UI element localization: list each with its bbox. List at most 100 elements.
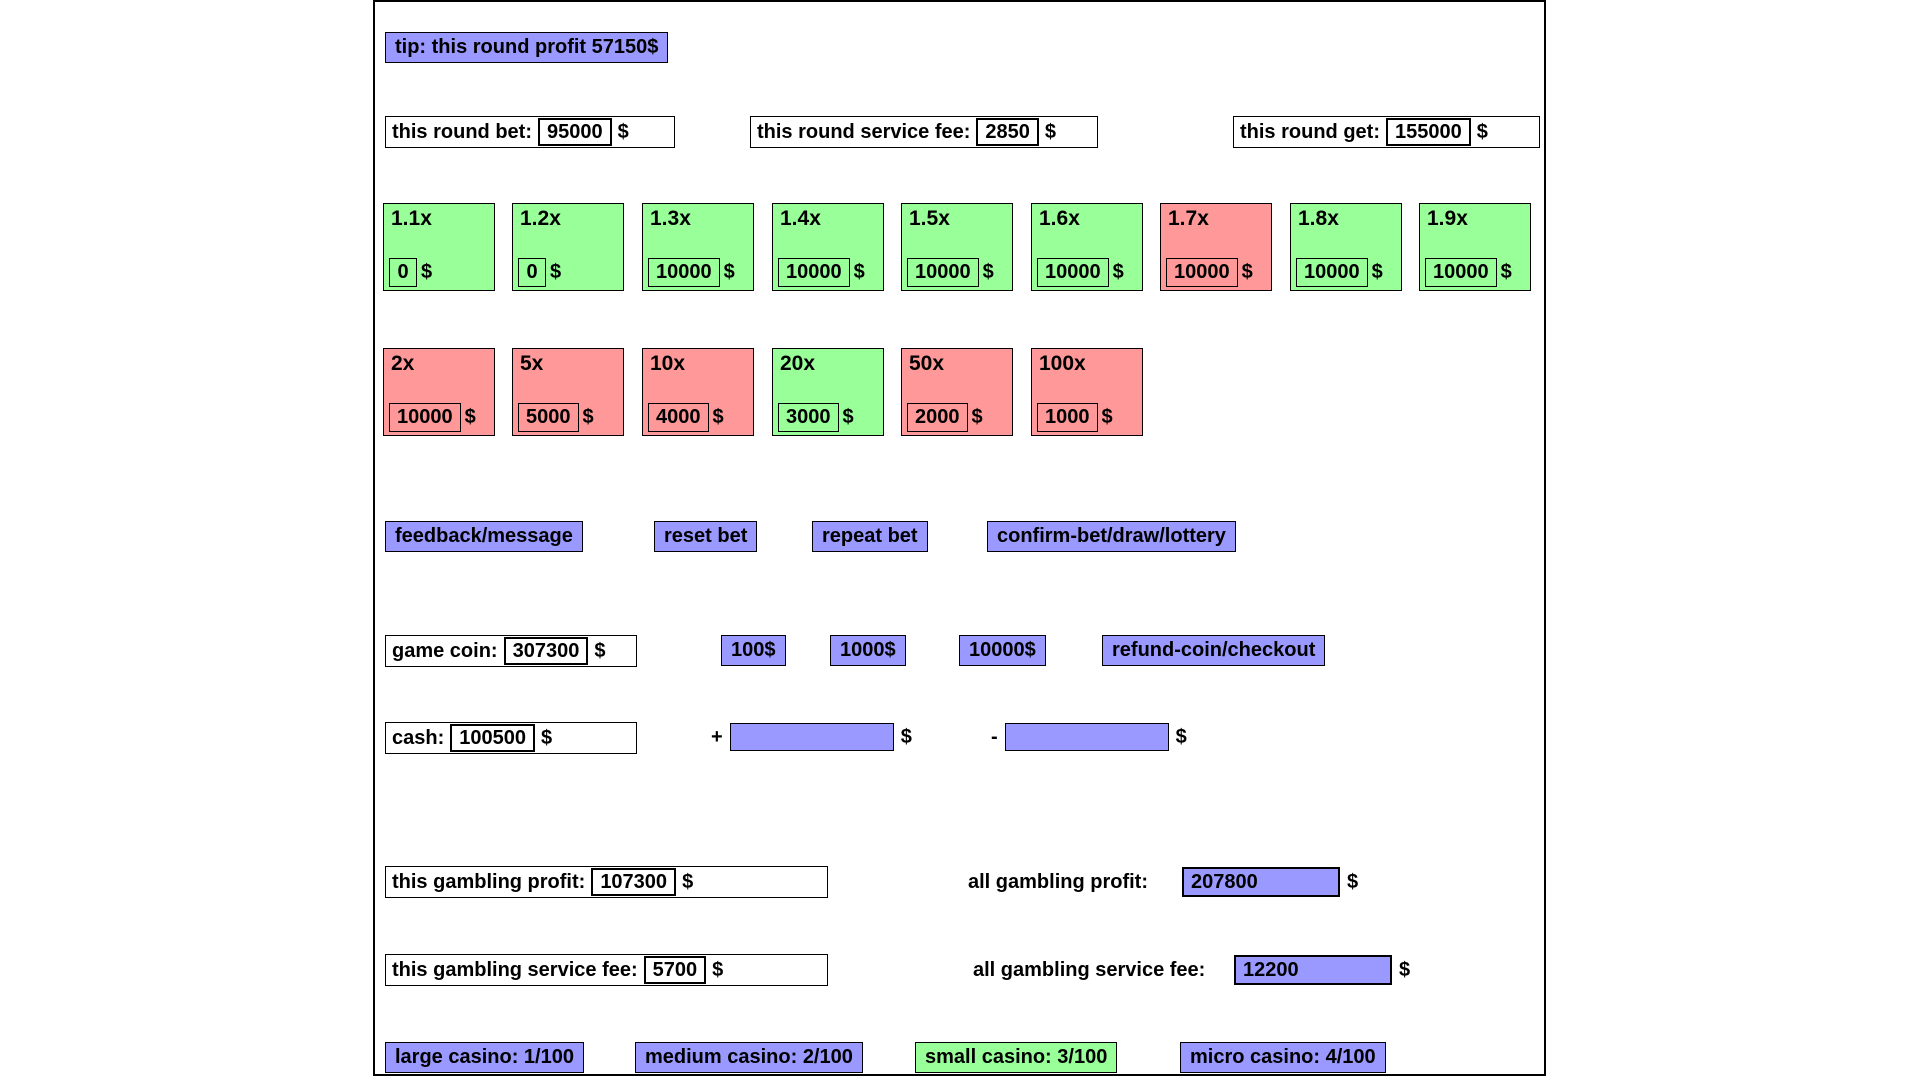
multiplier-label: 1.4x: [780, 207, 821, 230]
tip-banner: tip: this round profit 57150$: [385, 32, 669, 63]
multiplier-tile-20x[interactable]: 20x 3000 $: [772, 348, 884, 436]
round-bet-label: this round bet:: [392, 120, 532, 143]
dollar-sign: $: [842, 406, 854, 428]
reset-bet-button[interactable]: reset bet: [654, 521, 758, 552]
multiplier-bet-input[interactable]: 10000: [1425, 258, 1497, 287]
multiplier-tile-1-5x[interactable]: 1.5x 10000 $: [901, 203, 1013, 291]
multiplier-label: 1.2x: [520, 207, 561, 230]
multiplier-bet-input[interactable]: 10000: [778, 258, 850, 287]
round-service-fee-input[interactable]: 2850: [976, 118, 1039, 146]
dollar-sign: $: [1101, 406, 1113, 428]
this-gambling-profit-input[interactable]: 107300: [591, 868, 677, 896]
cash-box: cash: 100500 $: [385, 722, 637, 754]
multiplier-bet-input[interactable]: 10000: [1166, 258, 1238, 287]
multiplier-tile-1-6x[interactable]: 1.6x 10000 $: [1031, 203, 1143, 291]
dollar-sign: $: [1241, 261, 1253, 283]
dollar-sign: $: [617, 120, 629, 143]
multiplier-tile-1-3x[interactable]: 1.3x 10000 $: [642, 203, 754, 291]
dollar-sign: $: [421, 261, 433, 283]
multiplier-tile-1-7x[interactable]: 1.7x 10000 $: [1160, 203, 1272, 291]
multiplier-tile-1-1x[interactable]: 1.1x 0 $: [383, 203, 495, 291]
dollar-sign: $: [1044, 120, 1057, 143]
dollar-sign: $: [1500, 261, 1512, 283]
multiplier-label: 100x: [1039, 352, 1086, 375]
multiplier-tile-1-8x[interactable]: 1.8x 10000 $: [1290, 203, 1402, 291]
repeat-bet-button[interactable]: repeat bet: [812, 521, 928, 552]
multiplier-label: 1.1x: [391, 207, 432, 230]
multiplier-tile-5x[interactable]: 5x 5000 $: [512, 348, 624, 436]
dollar-sign: $: [550, 261, 562, 283]
repeat-bet-label: repeat bet: [822, 525, 918, 547]
multiplier-tile-50x[interactable]: 50x 2000 $: [901, 348, 1013, 436]
multiplier-bet-input[interactable]: 10000: [1037, 258, 1109, 287]
multiplier-bet-input[interactable]: 10000: [389, 403, 461, 432]
cash-minus-input[interactable]: [1004, 723, 1169, 751]
this-gambling-service-fee-box: this gambling service fee: 5700 $: [385, 954, 828, 986]
multiplier-label: 1.5x: [909, 207, 950, 230]
multiplier-bet-input[interactable]: 10000: [1296, 258, 1368, 287]
multiplier-tile-2x[interactable]: 2x 10000 $: [383, 348, 495, 436]
multiplier-bet-input[interactable]: 1000: [1037, 403, 1098, 432]
multiplier-label: 1.3x: [650, 207, 691, 230]
confirm-bet-draw-lottery-button[interactable]: confirm-bet/draw/lottery: [987, 521, 1236, 552]
multiplier-bet-input[interactable]: 4000: [648, 403, 709, 432]
cash-label: cash:: [392, 726, 445, 749]
dollar-sign: $: [582, 406, 594, 428]
refund-coin-checkout-button[interactable]: refund-coin/checkout: [1102, 635, 1326, 666]
add-coin-10000-button[interactable]: 10000$: [959, 635, 1046, 666]
micro-casino-button[interactable]: micro casino: 4/100: [1180, 1042, 1386, 1073]
dollar-sign: $: [900, 725, 912, 748]
game-coin-input[interactable]: 307300: [503, 637, 589, 665]
cash-minus-group: - $: [991, 723, 1187, 751]
all-gambling-profit-input[interactable]: 207800: [1182, 867, 1340, 897]
dollar-sign: $: [1347, 870, 1359, 893]
large-casino-button[interactable]: large casino: 1/100: [385, 1042, 584, 1073]
round-get-label: this round get:: [1240, 120, 1380, 143]
all-gambling-service-fee-input[interactable]: 12200: [1234, 955, 1392, 985]
dollar-sign: $: [971, 406, 983, 428]
multiplier-label: 1.8x: [1298, 207, 1339, 230]
round-bet-input[interactable]: 95000: [537, 118, 612, 146]
round-bet-box: this round bet: 95000 $: [385, 116, 675, 148]
multiplier-tile-1-4x[interactable]: 1.4x 10000 $: [772, 203, 884, 291]
cash-plus-input[interactable]: [729, 723, 894, 751]
reset-bet-label: reset bet: [664, 525, 748, 547]
medium-casino-button[interactable]: medium casino: 2/100: [635, 1042, 863, 1073]
dollar-sign: $: [982, 261, 994, 283]
feedback-message-button[interactable]: feedback/message: [385, 521, 583, 552]
multiplier-tile-10x[interactable]: 10x 4000 $: [642, 348, 754, 436]
cash-plus-group: + $: [711, 723, 912, 751]
large-casino-label: large casino: 1/100: [395, 1046, 574, 1068]
minus-sign: -: [991, 725, 998, 748]
refund-coin-checkout-label: refund-coin/checkout: [1112, 639, 1316, 661]
dollar-sign: $: [594, 639, 606, 662]
this-gambling-profit-label: this gambling profit:: [392, 870, 586, 893]
multiplier-bet-input[interactable]: 10000: [907, 258, 979, 287]
dollar-sign: $: [712, 406, 724, 428]
multiplier-bet-input[interactable]: 10000: [648, 258, 720, 287]
add-coin-100-button[interactable]: 100$: [721, 635, 786, 666]
tip-text: tip: this round profit 57150$: [395, 36, 659, 58]
round-get-input[interactable]: 155000: [1385, 118, 1471, 146]
multiplier-bet-input[interactable]: 0: [389, 258, 417, 287]
small-casino-label: small casino: 3/100: [925, 1046, 1108, 1068]
multiplier-tile-1-9x[interactable]: 1.9x 10000 $: [1419, 203, 1531, 291]
round-get-box: this round get: 155000 $: [1233, 116, 1540, 148]
multiplier-bet-input[interactable]: 2000: [907, 403, 968, 432]
feedback-message-label: feedback/message: [395, 525, 573, 547]
this-gambling-service-fee-input[interactable]: 5700: [643, 956, 707, 984]
add-coin-1000-button[interactable]: 1000$: [830, 635, 906, 666]
multiplier-tile-100x[interactable]: 100x 1000 $: [1031, 348, 1143, 436]
multiplier-bet-input[interactable]: 0: [518, 258, 546, 287]
multiplier-bet-input[interactable]: 5000: [518, 403, 579, 432]
multiplier-label: 50x: [909, 352, 945, 375]
multiplier-tile-1-2x[interactable]: 1.2x 0 $: [512, 203, 624, 291]
small-casino-button[interactable]: small casino: 3/100: [915, 1042, 1118, 1073]
all-gambling-service-fee-group: all gambling service fee: 12200 $: [973, 955, 1410, 985]
round-service-fee-label: this round service fee:: [757, 120, 971, 143]
multiplier-label: 1.6x: [1039, 207, 1080, 230]
cash-input[interactable]: 100500: [450, 724, 535, 752]
this-gambling-profit-box: this gambling profit: 107300 $: [385, 866, 828, 898]
multiplier-bet-input[interactable]: 3000: [778, 403, 839, 432]
multiplier-label: 20x: [780, 352, 816, 375]
